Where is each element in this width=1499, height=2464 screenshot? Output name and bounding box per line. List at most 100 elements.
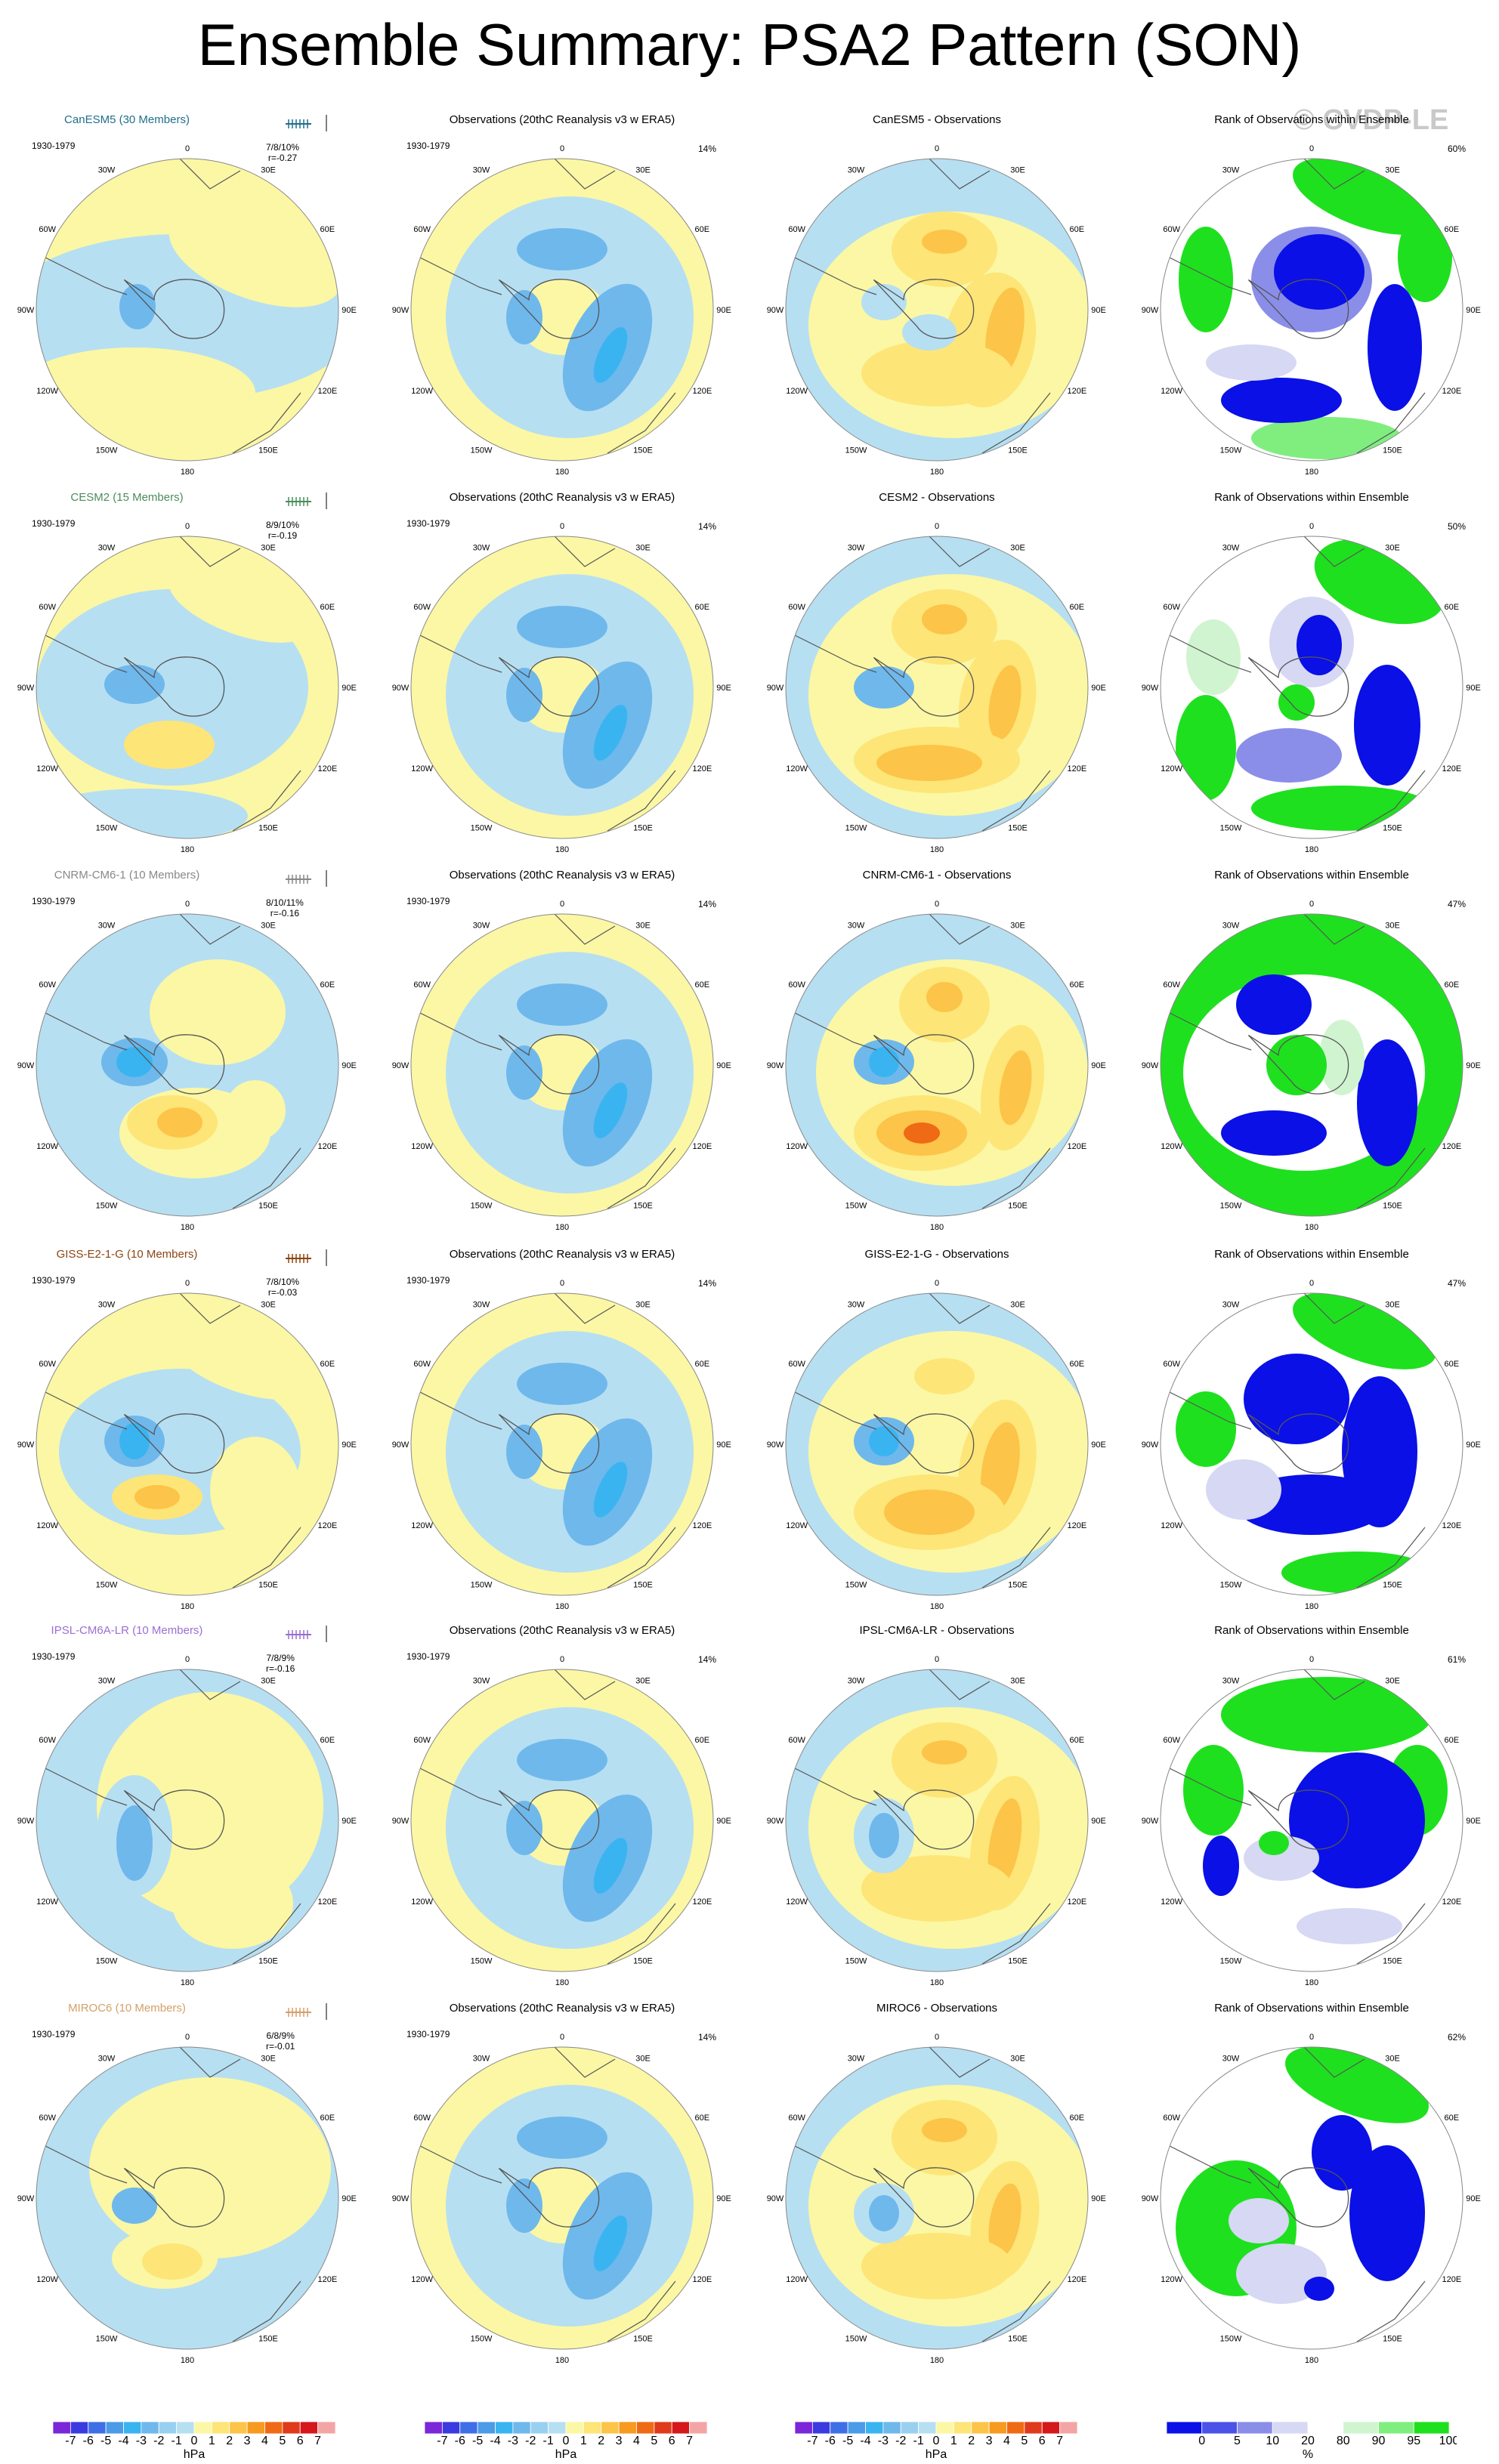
- lon-label: 60W: [788, 980, 805, 990]
- lon-label: 90W: [17, 306, 35, 315]
- contour-region: [884, 1490, 975, 1535]
- lon-label: 90W: [392, 1440, 410, 1450]
- diff-panel: GISS-E2-1-G - Observations 0 30E 60E 90E 120E…: [750, 1248, 1124, 1626]
- colorbar-tick-label: 6: [669, 2435, 675, 2447]
- model-panel-title: MIROC6 (10 Members): [68, 2002, 186, 2015]
- colorbar-swatch: [900, 2422, 919, 2435]
- colorbar-tick-label: -5: [472, 2435, 483, 2447]
- lon-label: 150W: [96, 446, 118, 455]
- obs-panel: Observations (20thC Reanalysis v3 w ERA5…: [375, 1248, 750, 1626]
- lon-label: 90W: [392, 684, 410, 693]
- lon-label: 60W: [1163, 603, 1180, 612]
- lon-label: 90W: [1142, 2194, 1159, 2203]
- contour-region: [987, 1798, 1022, 1888]
- rank-panel-title: Rank of Observations within Ensemble: [1214, 491, 1409, 504]
- new-zealand-coastline: [981, 392, 1051, 454]
- contour-region: [124, 721, 215, 769]
- contour-region: [1354, 665, 1420, 786]
- lon-label: 150E: [1008, 2334, 1028, 2343]
- colorbar-tick-label: 0: [563, 2435, 570, 2447]
- contour-field: [786, 914, 1088, 1216]
- new-zealand-coastline: [232, 1527, 301, 1589]
- colorbar-tick-label: -7: [437, 2435, 447, 2447]
- africa-coastline: [929, 1669, 991, 1700]
- year-range: 1930-1979: [406, 896, 450, 906]
- colorbar-swatch: [1307, 2422, 1344, 2435]
- obs-pct-variance: 14%: [697, 144, 716, 154]
- contour-region: [210, 1437, 301, 1542]
- model-panel: CNRM-CM6-1 (10 Members) 1930-1979 8/10/11%…: [0, 869, 375, 1246]
- contour-region: [1368, 284, 1422, 411]
- obs-panel-title: Observations (20thC Reanalysis v3 w ERA5…: [449, 869, 675, 882]
- lon-label: 30W: [473, 1677, 490, 1686]
- contour-region: [593, 1462, 628, 1518]
- stats-block: 7/8/9% r=-0.16: [266, 1653, 295, 1674]
- lon-label: 150E: [1008, 446, 1028, 455]
- map-border: [785, 536, 1089, 839]
- new-zealand-coastline: [232, 1147, 301, 1209]
- lon-label: 150E: [258, 1201, 278, 1210]
- contour-region: [506, 290, 542, 344]
- colorbar-tick-label: -6: [825, 2435, 836, 2447]
- polar-map: 0 30E 60E 90E 120E 150E 180 150W 120W 90W 60W 30W: [392, 2033, 731, 2365]
- pct-variance: 7/8/9%: [266, 1653, 295, 1663]
- year-range: 1930-1979: [32, 1275, 76, 1286]
- diff-panel-title: GISS-E2-1-G - Observations: [864, 1248, 1009, 1261]
- lon-label: 90W: [767, 2194, 784, 2203]
- rank-panel: Rank of Observations within Ensemble 50% 0…: [1124, 491, 1499, 869]
- polar-map: 0 30E 60E 90E 120E 150E 180 150W 120W 90W 60W 30W: [767, 144, 1106, 477]
- lon-label: 150W: [845, 1580, 867, 1589]
- lon-label: 90E: [1091, 2194, 1106, 2203]
- colorbar-labels: 0 5 10 20 80 90 95 100%: [1198, 2435, 1457, 2461]
- contour-region: [1244, 1354, 1349, 1444]
- new-zealand-coastline: [607, 2280, 676, 2342]
- map-border: [1160, 1669, 1463, 1972]
- colorbar-swatch: [1024, 2422, 1043, 2435]
- contour-region: [172, 1858, 293, 1949]
- africa-coastline: [554, 1669, 616, 1700]
- colorbar-tick-label: 90: [1372, 2435, 1386, 2447]
- contour-region: [134, 1485, 180, 1509]
- colorbar-tick-label: -2: [525, 2435, 536, 2447]
- contour-field: [786, 159, 1088, 461]
- obs-panel-title: Observations (20thC Reanalysis v3 w ERA5…: [449, 1624, 675, 1637]
- colorbar-swatch: [70, 2422, 89, 2435]
- lon-label: 90W: [17, 1440, 35, 1450]
- map-border: [36, 1669, 339, 1972]
- colorbar-swatch: [671, 2422, 691, 2435]
- contour-region: [1278, 684, 1315, 721]
- south-america-coastline: [418, 1391, 502, 1430]
- lon-label: 150W: [1220, 823, 1242, 832]
- africa-coastline: [554, 2047, 616, 2078]
- lon-label: 90W: [17, 1817, 35, 1826]
- lon-label: 30E: [1385, 1301, 1400, 1310]
- colorbar-tick-label: -5: [100, 2435, 111, 2447]
- colorbar-tick-label: 7: [314, 2435, 321, 2447]
- polar-map: 0 30E 60E 90E 120E 150E 180 150W 120W 90W 60W 30W: [1142, 144, 1481, 477]
- colorbar-unit: hPa: [184, 2448, 206, 2461]
- lon-label: 30W: [473, 922, 490, 931]
- colorbar-labels: -7 -6 -5 -4 -3 -2 -1 0 1 2 3 4 5 6 7 hPa: [437, 2435, 693, 2461]
- year-range: 1930-1979: [32, 2029, 76, 2039]
- africa-coastline: [179, 2047, 241, 2078]
- lon-label: 120E: [1067, 387, 1086, 396]
- lon-label: 30W: [473, 1301, 490, 1310]
- lon-label: 30W: [473, 166, 490, 175]
- lon-label: 120W: [36, 1897, 58, 1907]
- colorbar-swatches: [1167, 2422, 1449, 2435]
- lon-label: 120W: [411, 1142, 433, 1151]
- colorbar-swatch: [865, 2422, 884, 2435]
- colorbar-swatch: [246, 2422, 265, 2435]
- africa-coastline: [1303, 914, 1365, 945]
- lon-label: 60W: [1163, 225, 1180, 234]
- lon-label: 60E: [1070, 1736, 1085, 1745]
- rank-pct: 50%: [1447, 521, 1466, 532]
- pct-variance: 7/8/10%: [266, 142, 300, 153]
- lon-label: 120W: [36, 2275, 58, 2284]
- lon-label: 0: [560, 900, 564, 909]
- map-border: [410, 1292, 714, 1596]
- lon-label: 90W: [392, 2194, 410, 2203]
- colorbar-tick-label: 5: [279, 2435, 286, 2447]
- new-zealand-coastline: [981, 1147, 1051, 1209]
- lon-label: 30E: [261, 1677, 276, 1686]
